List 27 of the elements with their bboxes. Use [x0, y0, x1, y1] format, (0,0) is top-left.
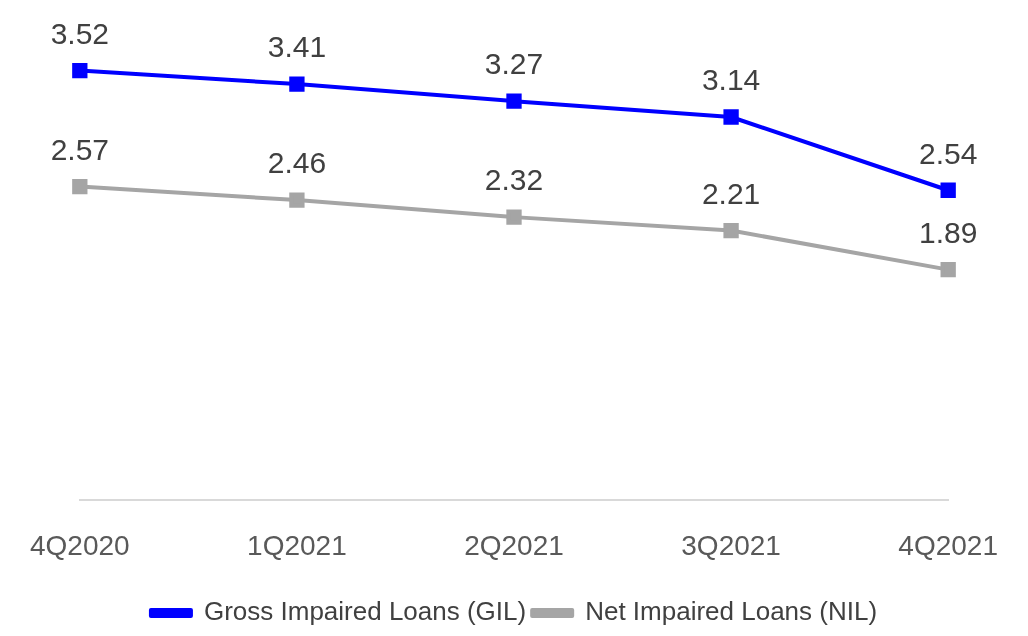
point [289, 192, 305, 208]
data-label: 2.57 [50, 132, 110, 166]
x-tick-label: 3Q2021 [681, 529, 781, 561]
point [506, 209, 522, 225]
point [72, 178, 88, 195]
data-label: 3.41 [267, 30, 327, 64]
data-label: 3.27 [484, 47, 544, 81]
legend-label: Gross Impaired Loans (GIL) [203, 596, 527, 627]
point [940, 182, 956, 198]
point [940, 261, 956, 278]
data-label: 3.14 [701, 63, 761, 97]
point [723, 109, 739, 125]
point [72, 62, 88, 79]
x-tick-label: 4Q2021 [898, 529, 998, 561]
data-label: 2.32 [484, 163, 544, 197]
x-tick-label: 4Q2020 [30, 529, 130, 561]
data-label: 1.89 [918, 215, 978, 249]
point [506, 93, 522, 109]
point [289, 76, 305, 92]
x-tick-label: 2Q2021 [464, 529, 564, 561]
data-label: 2.54 [918, 136, 978, 170]
data-label: 2.21 [701, 176, 761, 210]
data-label: 2.46 [267, 146, 327, 180]
point [723, 222, 739, 239]
legend-label: Net Impaired Loans (NIL) [585, 596, 878, 627]
x-tick-label: 1Q2021 [247, 529, 347, 561]
data-label: 3.52 [50, 16, 110, 50]
